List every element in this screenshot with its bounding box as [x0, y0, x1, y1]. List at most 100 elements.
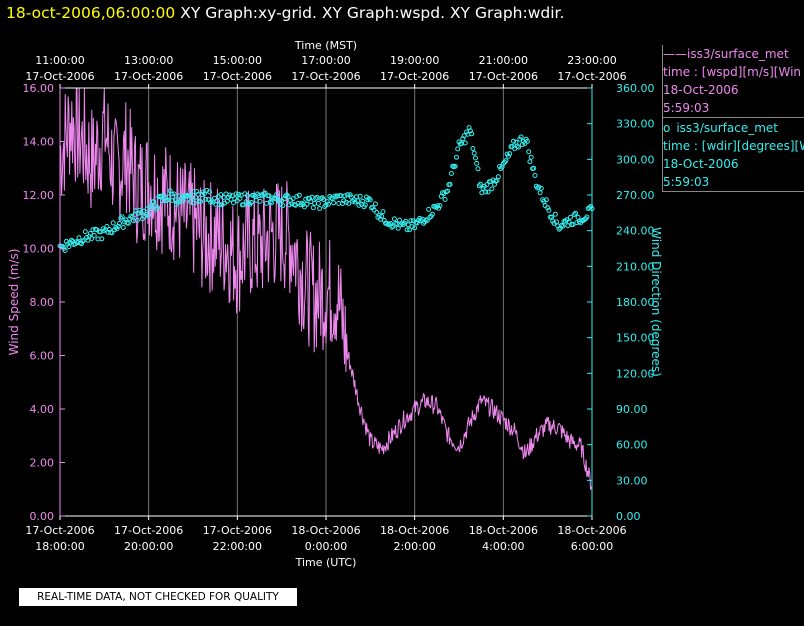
wdir-point: [174, 201, 179, 207]
wdir-point: [315, 200, 321, 206]
wdir-point: [124, 220, 130, 226]
wdir-point: [195, 191, 201, 197]
top-tick-time: 19:00:00: [390, 54, 439, 67]
wdir-point: [412, 225, 418, 231]
wdir-point: [304, 201, 310, 207]
wdir-point: [422, 219, 428, 225]
wdir-point: [294, 193, 300, 199]
wdir-point: [502, 159, 508, 165]
axis-labels: 0.00 2.00 4.00 6.00 8.00 10.00 12.00 14.00 16.00…: [7, 39, 663, 569]
wdir-point: [151, 199, 157, 205]
wdir-point: [142, 213, 148, 219]
wdir-point: [91, 233, 97, 238]
wdir-point: [58, 243, 64, 249]
wdir-point: [84, 235, 90, 240]
right-tick-label: 30.00: [616, 474, 648, 487]
wdir-point: [429, 211, 435, 217]
wdir-point: [500, 161, 506, 166]
wdir-point: [576, 219, 582, 225]
wdir-point: [300, 201, 306, 207]
wdir-point: [587, 205, 592, 211]
legend-wdir-time: 5:59:03: [663, 175, 710, 189]
wdir-point: [220, 195, 226, 200]
wdir-point: [77, 240, 83, 246]
wdir-point: [93, 226, 98, 232]
left-tick-label: 6.00: [30, 350, 55, 363]
wdir-point: [181, 193, 187, 199]
wdir-point: [90, 227, 96, 233]
legend-wdir-name: iss3/surface_met: [676, 121, 778, 135]
wdir-point: [226, 194, 231, 200]
legend-wdir: o iss3/surface_met time : [wdir][degrees]…: [662, 119, 804, 191]
wdir-point: [234, 198, 240, 204]
wdir-point: [262, 190, 268, 196]
wdir-point: [82, 229, 88, 235]
wdir-point: [242, 191, 248, 197]
wdir-point: [560, 223, 566, 229]
wdir-point: [399, 220, 405, 226]
wdir-point: [180, 198, 186, 204]
wdir-point: [252, 193, 258, 199]
wdir-point: [125, 220, 131, 226]
bottom-tick-time: 2:00:00: [393, 540, 435, 553]
wdir-point: [442, 197, 448, 202]
wdir-point: [437, 203, 443, 209]
wdir-point: [165, 197, 171, 203]
wspd-series: [59, 87, 593, 491]
wdir-point: [336, 200, 342, 206]
wdir-point: [456, 139, 462, 145]
wdir-point: [203, 196, 209, 202]
wdir-point: [493, 178, 499, 184]
wdir-point: [345, 192, 350, 198]
wdir-point: [134, 217, 140, 223]
wdir-point: [379, 213, 385, 219]
wdir-point: [276, 198, 282, 204]
wdir-point: [245, 193, 250, 199]
wdir-point: [194, 189, 200, 194]
wdir-point: [583, 216, 589, 222]
wdir-point: [342, 193, 348, 199]
top-tick-date: 17-Oct-2006: [380, 70, 449, 83]
top-tick-time: 13:00:00: [124, 54, 173, 67]
wdir-point: [204, 187, 210, 193]
wdir-point: [513, 139, 519, 145]
wdir-point: [65, 241, 71, 247]
wdir-point: [495, 174, 501, 180]
wdir-point: [155, 205, 160, 211]
wdir-point: [570, 222, 576, 227]
wdir-point: [87, 230, 93, 236]
wdir-point: [161, 192, 167, 198]
wdir-point: [554, 219, 559, 225]
wdir-point: [469, 131, 475, 137]
wdir-point: [481, 183, 487, 189]
wdir-point: [522, 141, 528, 146]
top-axis-title: Time (MST): [294, 39, 357, 52]
wdir-point: [246, 200, 252, 206]
top-tick-date: 17-Oct-2006: [557, 70, 626, 83]
wdir-point: [419, 216, 425, 222]
wdir-point: [68, 237, 74, 243]
wdir-point: [170, 198, 176, 203]
wdir-point: [147, 204, 153, 210]
wdir-point: [208, 199, 214, 205]
wdir-point: [352, 199, 358, 205]
wdir-point: [283, 193, 288, 199]
wdir-point: [531, 165, 537, 171]
wdir-point: [579, 218, 585, 224]
wdir-point: [217, 202, 223, 208]
wdir-point: [329, 196, 335, 202]
wdir-point: [367, 197, 373, 203]
wdir-point: [190, 189, 196, 195]
wdir-point: [75, 240, 81, 246]
title-bar: 18-oct-2006,06:00:00 XY Graph:xy-grid. X…: [6, 2, 564, 24]
wdir-point: [115, 223, 121, 229]
wdir-point: [256, 193, 262, 199]
wdir-point: [518, 134, 524, 140]
wdir-point: [72, 241, 78, 247]
bottom-tick-date: 18-Oct-2006: [380, 524, 449, 537]
wdir-point: [490, 177, 496, 183]
wdir-point: [356, 202, 362, 208]
wdir-point: [423, 217, 429, 223]
left-tick-label: 4.00: [30, 403, 55, 416]
wdir-point: [507, 151, 513, 157]
